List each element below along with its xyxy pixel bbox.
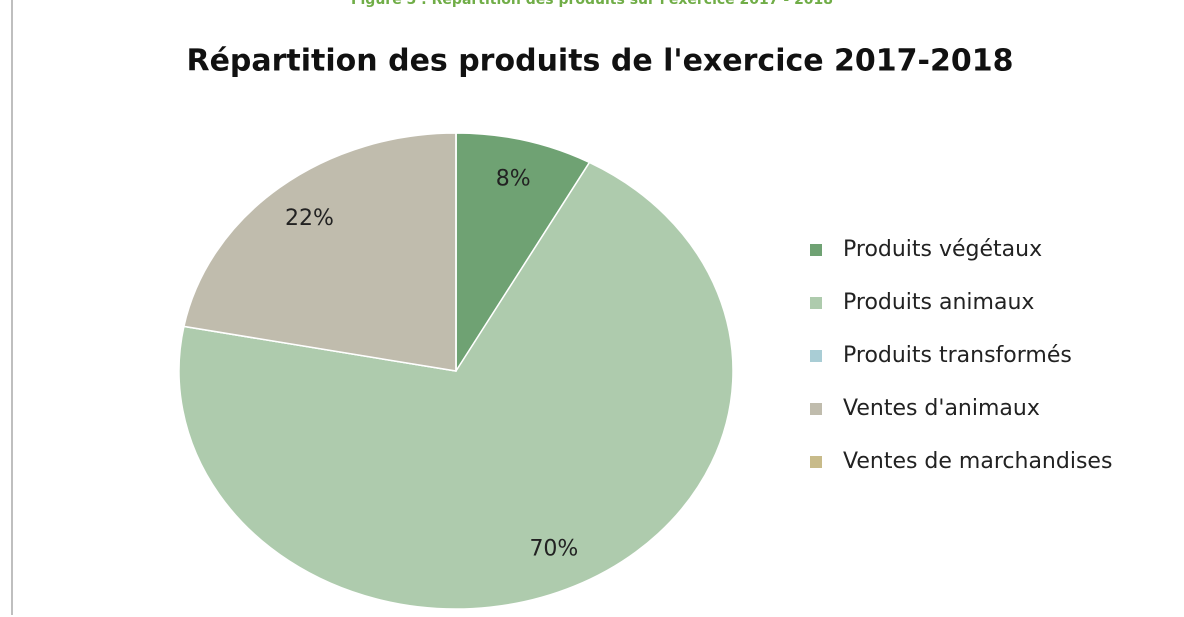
pie-slice [455, 132, 591, 374]
data-label: 70% [529, 537, 578, 562]
legend-label: Produits transformés [843, 343, 1072, 368]
pie-slice [183, 132, 457, 372]
legend-swatch [810, 350, 822, 362]
chart-title: Répartition des produits de l'exercice 2… [186, 44, 1013, 79]
legend-swatch [810, 244, 822, 256]
legend-swatch [810, 297, 822, 309]
legend-swatch [810, 456, 822, 468]
legend-label: Produits animaux [843, 290, 1034, 315]
legend-label: Ventes de marchandises [843, 449, 1112, 474]
data-label: 8% [496, 167, 531, 192]
legend-swatch [810, 403, 822, 415]
legend-label: Ventes d'animaux [843, 396, 1040, 421]
pie-slice [178, 161, 734, 610]
data-label: 22% [285, 206, 334, 231]
caption: Figure 5 : Répartition des produits sur … [351, 0, 833, 8]
legend-label: Produits végétaux [843, 237, 1042, 262]
